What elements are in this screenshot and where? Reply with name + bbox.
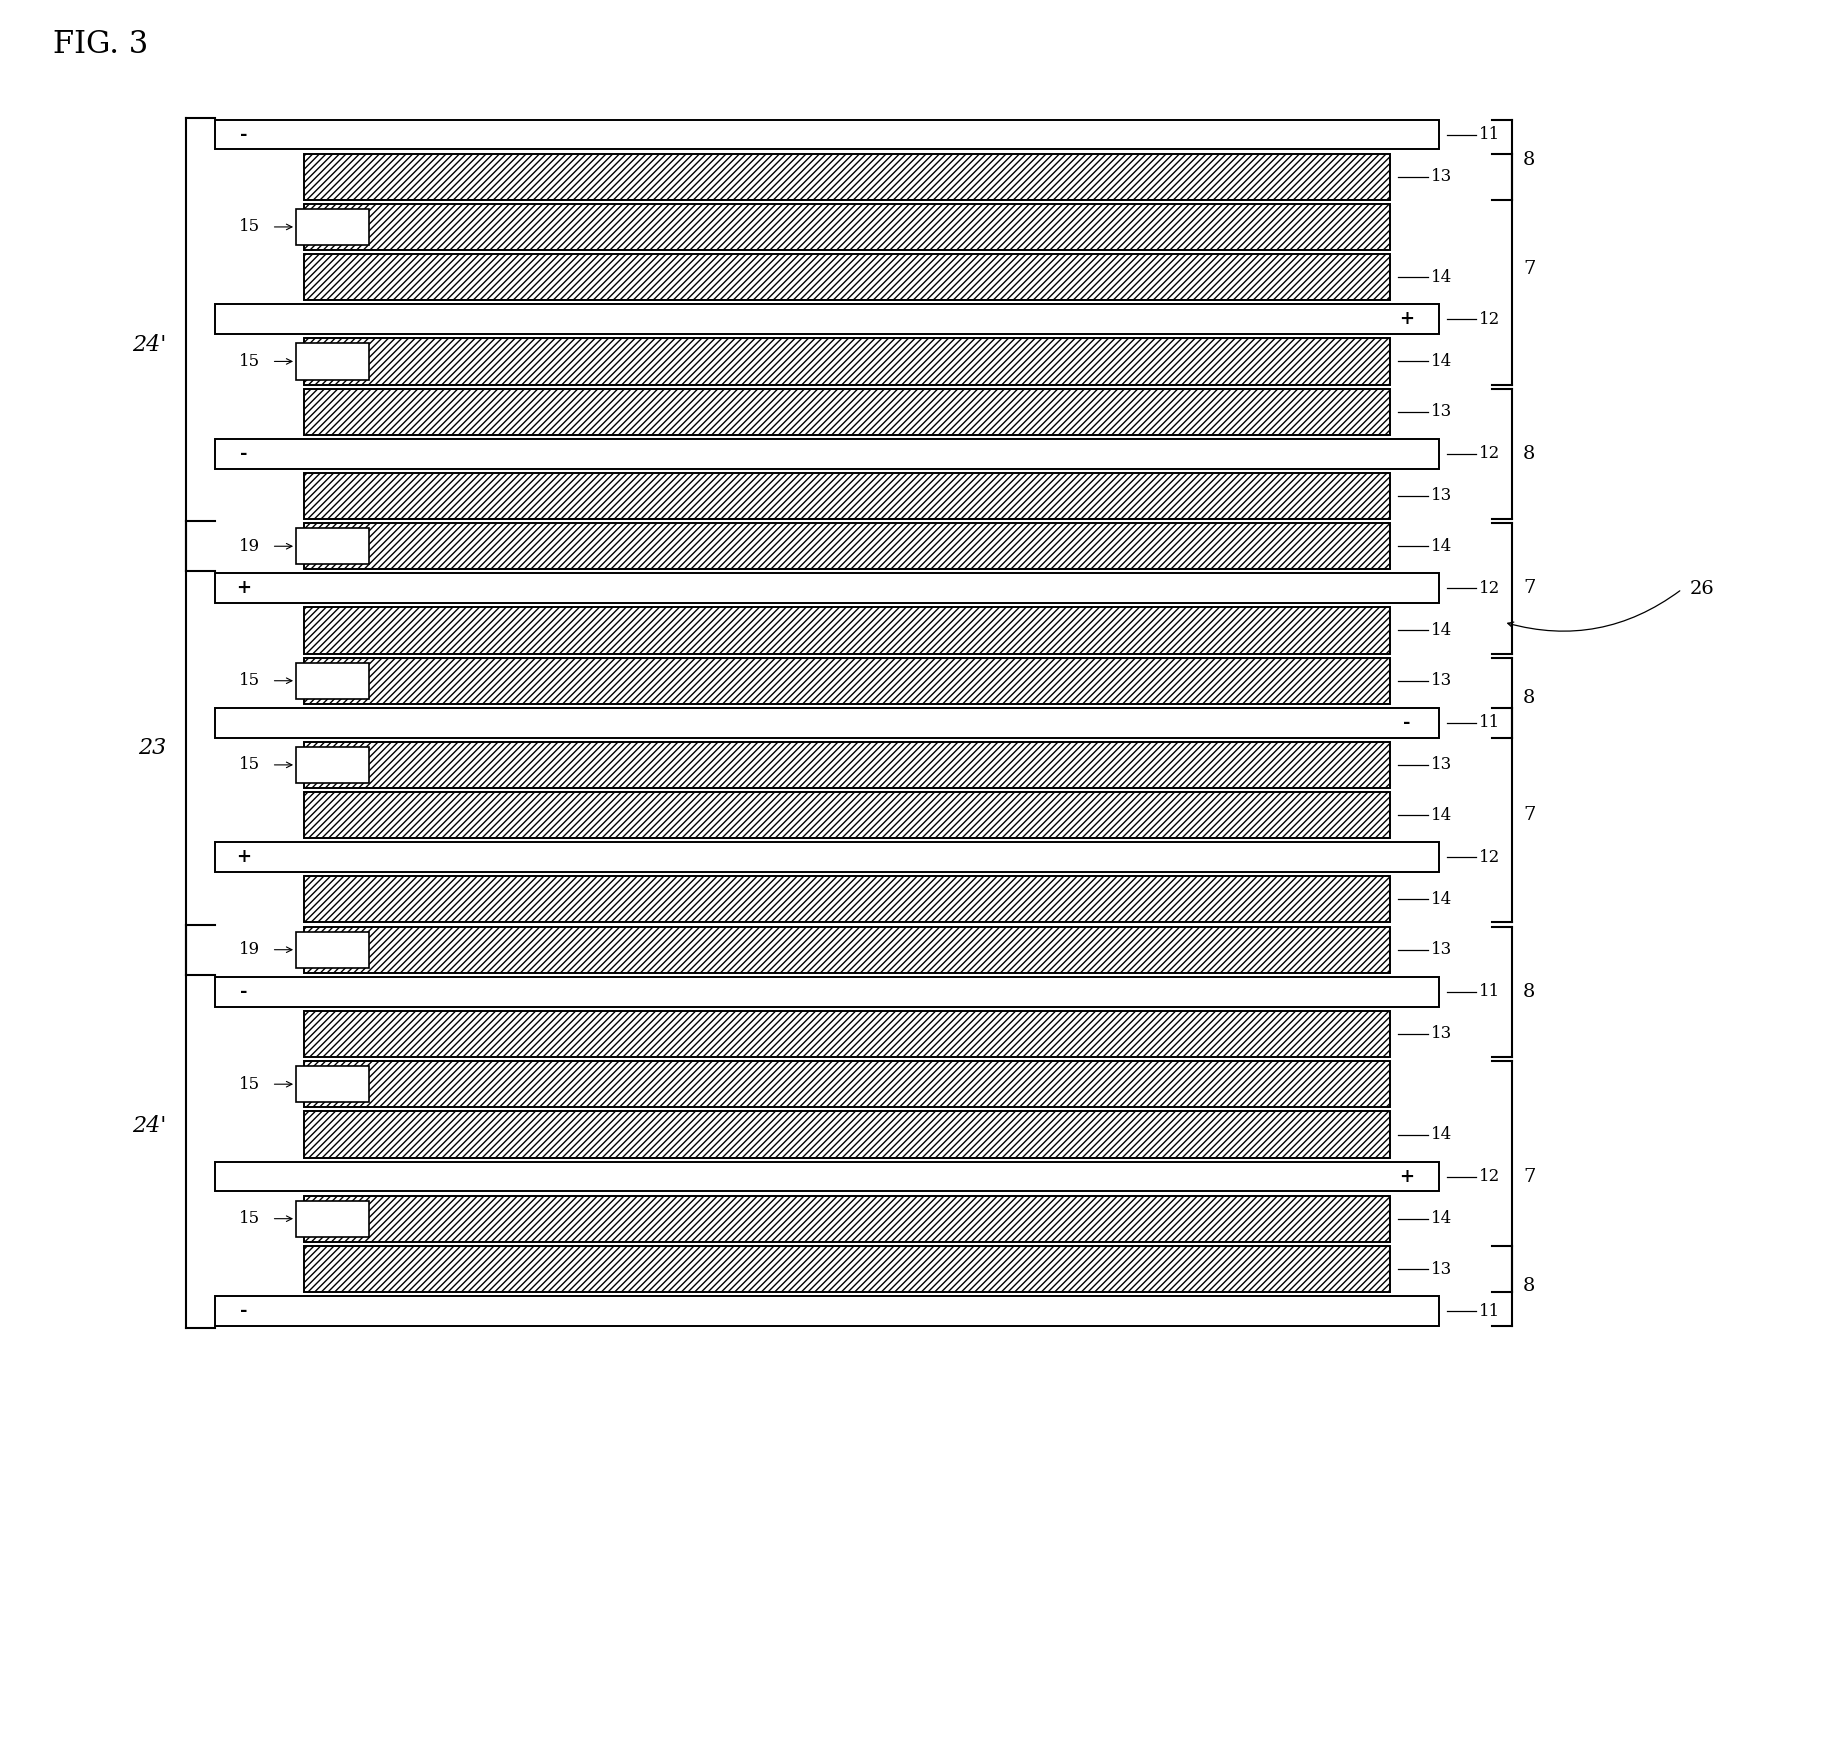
Bar	[295, 747, 368, 783]
Bar	[304, 388, 1389, 435]
Text: 7: 7	[1522, 1168, 1535, 1186]
Text: 7: 7	[1522, 259, 1535, 279]
Text: 14: 14	[1429, 353, 1451, 369]
Bar	[295, 528, 368, 564]
Bar	[215, 1161, 1438, 1191]
Text: +: +	[1398, 1168, 1413, 1186]
Text: 8: 8	[1522, 689, 1535, 707]
Text: 14: 14	[1429, 1210, 1451, 1227]
Text: +: +	[237, 848, 252, 867]
Bar	[304, 1196, 1389, 1241]
Text: 11: 11	[1478, 1302, 1500, 1320]
Bar	[215, 120, 1438, 150]
Text: 12: 12	[1478, 1168, 1500, 1186]
Text: 11: 11	[1478, 125, 1500, 143]
Bar	[215, 709, 1438, 738]
Bar	[304, 338, 1389, 385]
Bar	[215, 573, 1438, 602]
Bar	[304, 1060, 1389, 1107]
Bar	[295, 1201, 368, 1236]
Text: +: +	[1398, 310, 1413, 329]
Bar	[295, 1065, 368, 1102]
Bar	[304, 204, 1389, 251]
Bar	[215, 977, 1438, 1006]
Bar	[304, 1247, 1389, 1292]
Text: 13: 13	[1429, 756, 1451, 773]
Bar	[304, 254, 1389, 301]
Bar	[304, 522, 1389, 569]
Bar	[304, 474, 1389, 519]
Bar	[304, 608, 1389, 653]
Text: 13: 13	[1429, 404, 1451, 420]
Bar	[295, 931, 368, 968]
Text: 8: 8	[1522, 1276, 1535, 1295]
Text: 19: 19	[239, 538, 261, 555]
Text: 14: 14	[1429, 806, 1451, 823]
Bar	[215, 843, 1438, 872]
Bar	[304, 1012, 1389, 1057]
Text: 15: 15	[239, 353, 261, 369]
Text: -: -	[1402, 714, 1409, 731]
Text: 14: 14	[1429, 538, 1451, 555]
Text: 13: 13	[1429, 1025, 1451, 1043]
Text: 24': 24'	[131, 1116, 166, 1137]
Text: 14: 14	[1429, 268, 1451, 286]
Text: 12: 12	[1478, 580, 1500, 597]
Text: 13: 13	[1429, 487, 1451, 505]
Bar	[304, 658, 1389, 703]
Text: 7: 7	[1522, 806, 1535, 823]
Text: 12: 12	[1478, 850, 1500, 865]
Text: 8: 8	[1522, 446, 1535, 463]
Text: -: -	[241, 982, 248, 1001]
Text: 15: 15	[239, 218, 261, 235]
Text: 13: 13	[1429, 1260, 1451, 1278]
Text: 14: 14	[1429, 1126, 1451, 1144]
Bar	[304, 742, 1389, 789]
Text: 23: 23	[139, 736, 166, 759]
Text: 14: 14	[1429, 622, 1451, 639]
Text: 15: 15	[239, 756, 261, 773]
Text: FIG. 3: FIG. 3	[53, 30, 148, 59]
Text: -: -	[241, 446, 248, 463]
Text: 11: 11	[1478, 984, 1500, 1001]
Bar	[304, 1111, 1389, 1158]
Text: 14: 14	[1429, 891, 1451, 907]
Text: 13: 13	[1429, 672, 1451, 689]
Text: 19: 19	[239, 942, 261, 958]
Text: 7: 7	[1522, 580, 1535, 597]
Bar	[304, 792, 1389, 839]
Text: 13: 13	[1429, 942, 1451, 958]
Text: 24': 24'	[131, 334, 166, 355]
Text: -: -	[241, 1302, 248, 1320]
Text: 8: 8	[1522, 982, 1535, 1001]
Bar	[215, 439, 1438, 468]
Bar	[295, 343, 368, 380]
Text: 26: 26	[1690, 580, 1714, 599]
Bar	[295, 209, 368, 245]
Text: 15: 15	[239, 1210, 261, 1227]
Text: 13: 13	[1429, 169, 1451, 185]
Bar	[304, 926, 1389, 973]
Bar	[215, 305, 1438, 334]
Bar	[295, 663, 368, 698]
Bar	[304, 153, 1389, 200]
Text: 12: 12	[1478, 312, 1500, 327]
Text: 8: 8	[1522, 151, 1535, 169]
Text: +: +	[237, 580, 252, 597]
Text: 11: 11	[1478, 714, 1500, 731]
Bar	[304, 876, 1389, 923]
Text: -: -	[241, 125, 248, 143]
Text: 12: 12	[1478, 446, 1500, 463]
Bar	[215, 1297, 1438, 1327]
Text: 15: 15	[239, 1076, 261, 1093]
Text: 15: 15	[239, 672, 261, 689]
